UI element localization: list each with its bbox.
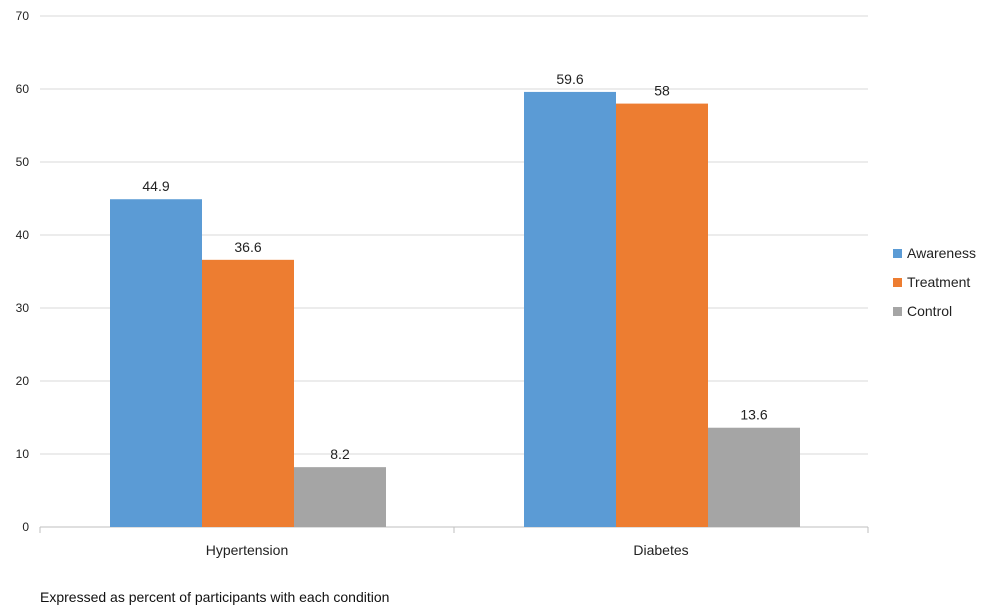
legend-label: Awareness xyxy=(907,245,976,261)
y-axis-ticks: 0 10 20 30 40 50 60 70 xyxy=(16,9,30,534)
y-tick-label: 60 xyxy=(16,82,30,96)
legend: Awareness Treatment Control xyxy=(893,245,976,319)
bar xyxy=(616,103,708,527)
bar xyxy=(110,199,202,528)
y-tick-label: 30 xyxy=(16,301,30,315)
bar xyxy=(708,427,800,527)
legend-swatch xyxy=(893,307,902,316)
category-label: Hypertension xyxy=(206,542,289,558)
legend-label: Treatment xyxy=(907,274,970,290)
data-label: 44.9 xyxy=(142,178,169,194)
bar xyxy=(202,259,294,527)
y-tick-label: 50 xyxy=(16,155,30,169)
data-label: 58 xyxy=(654,83,670,99)
x-axis: Hypertension Diabetes xyxy=(39,527,869,558)
data-label: 59.6 xyxy=(556,71,583,87)
y-tick-label: 70 xyxy=(16,9,30,23)
data-label: 8.2 xyxy=(330,446,350,462)
legend-swatch xyxy=(893,278,902,287)
data-label: 36.6 xyxy=(234,239,261,255)
legend-label: Control xyxy=(907,303,952,319)
bar xyxy=(294,467,386,527)
y-tick-label: 10 xyxy=(16,447,30,461)
data-label: 13.6 xyxy=(740,407,767,423)
category-label: Diabetes xyxy=(633,542,688,558)
y-tick-label: 40 xyxy=(16,228,30,242)
y-tick-label: 0 xyxy=(22,520,29,534)
data-labels: 44.9 59.6 36.6 58 8.2 13.6 xyxy=(142,71,767,462)
chart-footnote: Expressed as percent of participants wit… xyxy=(40,589,390,605)
legend-swatch xyxy=(893,249,902,258)
bars xyxy=(110,91,800,528)
y-tick-label: 20 xyxy=(16,374,30,388)
bar xyxy=(524,91,616,528)
